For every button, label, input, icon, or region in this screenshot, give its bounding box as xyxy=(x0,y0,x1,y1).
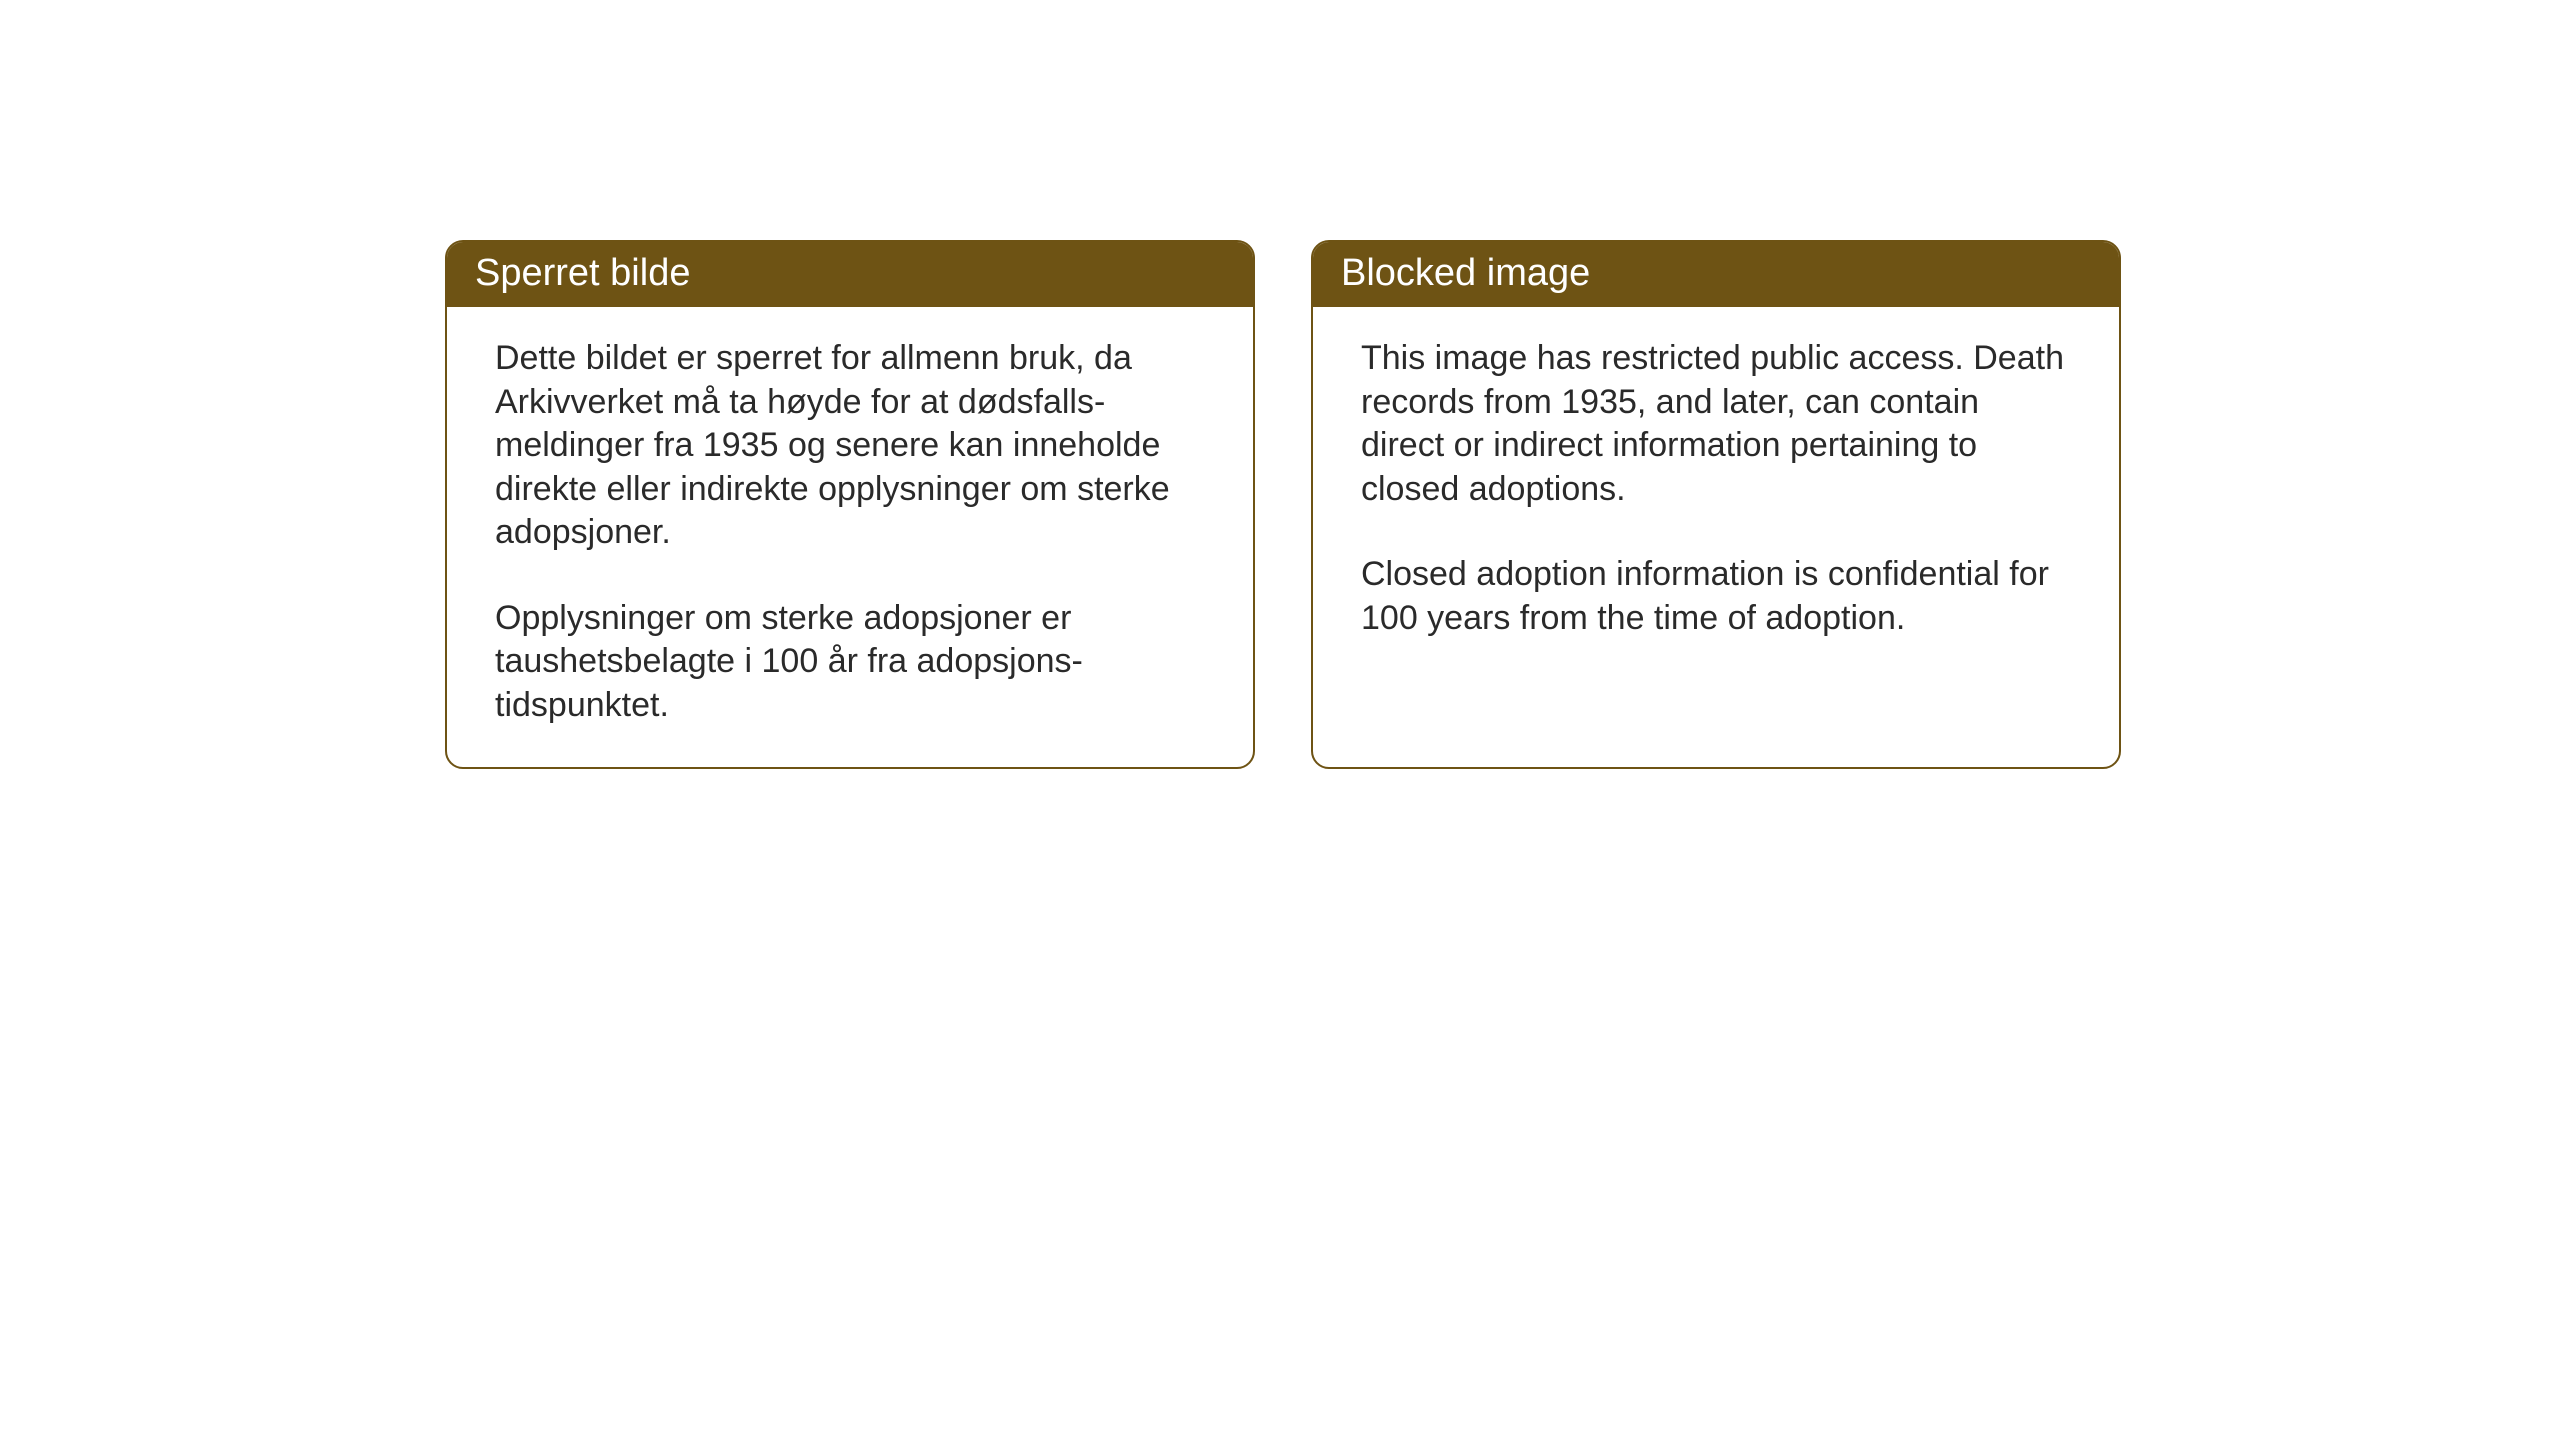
notice-paragraph: This image has restricted public access.… xyxy=(1361,337,2071,511)
notice-body-english: This image has restricted public access.… xyxy=(1313,307,2119,680)
notice-paragraph: Dette bildet er sperret for allmenn bruk… xyxy=(495,337,1205,555)
notice-card-english: Blocked image This image has restricted … xyxy=(1311,240,2121,769)
notice-body-norwegian: Dette bildet er sperret for allmenn bruk… xyxy=(447,307,1253,767)
notice-title: Blocked image xyxy=(1341,252,1590,294)
notice-title: Sperret bilde xyxy=(475,252,690,294)
notice-container: Sperret bilde Dette bildet er sperret fo… xyxy=(445,240,2121,769)
notice-header-norwegian: Sperret bilde xyxy=(447,242,1253,307)
notice-header-english: Blocked image xyxy=(1313,242,2119,307)
notice-card-norwegian: Sperret bilde Dette bildet er sperret fo… xyxy=(445,240,1255,769)
notice-paragraph: Closed adoption information is confident… xyxy=(1361,553,2071,640)
notice-paragraph: Opplysninger om sterke adopsjoner er tau… xyxy=(495,597,1205,728)
